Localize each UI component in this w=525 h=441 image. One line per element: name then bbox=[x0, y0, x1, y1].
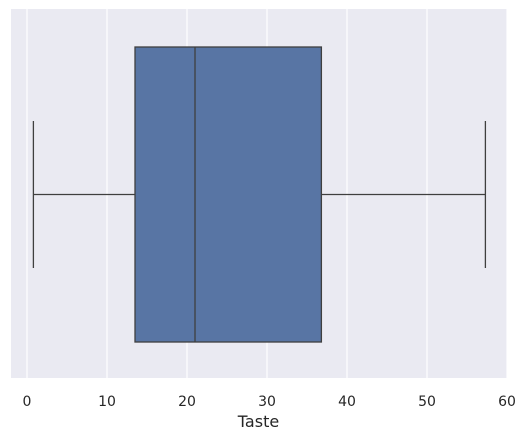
x-axis-label: Taste bbox=[237, 412, 279, 431]
x-tick-label: 30 bbox=[258, 394, 276, 410]
interquartile-box bbox=[134, 46, 323, 343]
x-axis-tick-labels: 0 10 20 30 40 50 60 bbox=[23, 394, 516, 410]
x-tick-label: 50 bbox=[418, 394, 436, 410]
x-tick-label: 20 bbox=[178, 394, 196, 410]
x-tick-label: 60 bbox=[498, 394, 516, 410]
x-tick-label: 0 bbox=[23, 394, 32, 410]
x-tick-label: 10 bbox=[98, 394, 116, 410]
x-tick-label: 40 bbox=[338, 394, 356, 410]
box-plot bbox=[32, 46, 487, 343]
